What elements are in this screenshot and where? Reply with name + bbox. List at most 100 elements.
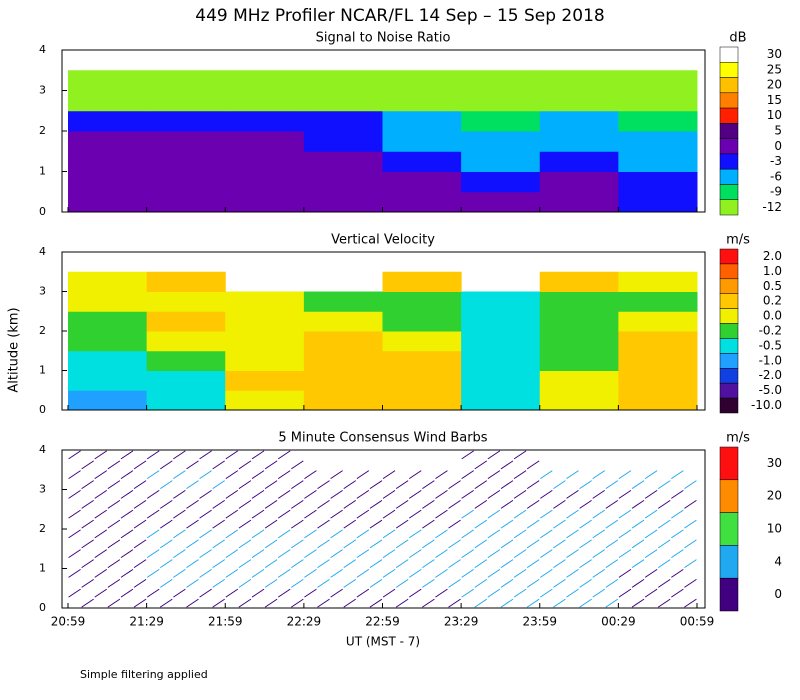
heatmap-cell bbox=[68, 70, 148, 91]
wind-barb bbox=[657, 499, 671, 509]
heatmap-cell bbox=[539, 110, 619, 132]
heatmap-cell bbox=[146, 271, 226, 292]
wind-barb bbox=[461, 509, 474, 519]
wind-barb bbox=[540, 529, 553, 539]
wind-barb bbox=[68, 549, 81, 559]
wind-barb bbox=[120, 450, 134, 460]
wind-barb bbox=[304, 549, 317, 559]
x-tick-label: 21:59 bbox=[208, 615, 243, 629]
wind-barb bbox=[173, 489, 186, 499]
wind-barb bbox=[500, 499, 514, 509]
colorbar-box bbox=[719, 153, 739, 170]
y-tick-label: 1 bbox=[39, 562, 46, 575]
wind-barb bbox=[212, 499, 225, 509]
wind-barb bbox=[186, 519, 199, 529]
wind-barb bbox=[369, 578, 383, 588]
wind-barb bbox=[540, 568, 553, 578]
heatmap-cell bbox=[68, 390, 148, 411]
wind-barb bbox=[566, 568, 579, 578]
wind-barb bbox=[317, 598, 330, 608]
wind-barb bbox=[579, 578, 592, 588]
colorbar-label: 2.0 bbox=[763, 249, 782, 263]
wind-barb bbox=[408, 509, 422, 519]
wind-barb bbox=[382, 470, 396, 480]
colorbar-box bbox=[719, 446, 739, 481]
wind-barb bbox=[422, 559, 435, 569]
wind-barb bbox=[540, 509, 553, 519]
wind-barb bbox=[408, 549, 422, 559]
heatmap-cell bbox=[146, 90, 226, 112]
heatmap-cell bbox=[539, 90, 619, 112]
heatmap-cell bbox=[618, 271, 698, 292]
colorbar-box bbox=[719, 107, 739, 124]
heatmap-cell bbox=[68, 151, 148, 172]
wind-barb bbox=[448, 598, 461, 608]
colorbar-label: -6 bbox=[770, 169, 782, 183]
wind-barb bbox=[644, 549, 658, 559]
wind-barb bbox=[671, 489, 684, 499]
wind-barb bbox=[238, 499, 252, 509]
wind-barb bbox=[199, 489, 212, 499]
wind-barb bbox=[277, 450, 291, 460]
heatmap-cell bbox=[303, 331, 383, 352]
heatmap-cell bbox=[461, 291, 541, 312]
wind-barb bbox=[212, 539, 225, 549]
wind-barb bbox=[644, 489, 658, 499]
wind-barb bbox=[343, 480, 357, 490]
heatmap-cell bbox=[225, 331, 305, 352]
heatmap-cell bbox=[461, 151, 541, 172]
wind-barb bbox=[684, 539, 697, 549]
wind-barb bbox=[173, 529, 186, 539]
colorbar-label: 0.0 bbox=[763, 309, 782, 323]
colorbar-box bbox=[719, 278, 739, 294]
heatmap-cell bbox=[225, 70, 305, 91]
wind-barb bbox=[264, 480, 278, 490]
wind-barb bbox=[671, 470, 684, 480]
wind-barb bbox=[461, 529, 474, 539]
wind-barb bbox=[513, 470, 527, 480]
wind-barb bbox=[291, 559, 304, 569]
wind-barb bbox=[461, 549, 474, 559]
wind-barb bbox=[553, 559, 566, 569]
wind-barb bbox=[160, 460, 173, 470]
wind-barb bbox=[277, 568, 291, 578]
chart-title: 449 MHz Profiler NCAR/FL 14 Sep – 15 Sep… bbox=[195, 6, 604, 26]
wind-barb bbox=[146, 529, 160, 539]
heatmap-cell bbox=[68, 110, 148, 132]
heatmap-cell bbox=[303, 110, 383, 132]
wind-barb bbox=[94, 529, 108, 539]
heatmap-cell bbox=[461, 110, 541, 132]
wind-barb bbox=[146, 489, 160, 499]
y-tick-label: 1 bbox=[39, 165, 46, 178]
heatmap-cell bbox=[68, 271, 148, 292]
wind-barb bbox=[408, 470, 422, 480]
wind-barb bbox=[500, 598, 514, 608]
colorbar-box bbox=[719, 479, 739, 513]
wind-barb bbox=[238, 578, 252, 588]
wind-barb bbox=[304, 529, 317, 539]
wind-barb bbox=[500, 578, 514, 588]
wind-barb bbox=[94, 489, 108, 499]
wind-barb bbox=[395, 499, 409, 509]
colorbar-box bbox=[719, 368, 739, 384]
wind-barb bbox=[513, 450, 527, 460]
wind-barb bbox=[330, 568, 343, 578]
heatmap-cell bbox=[146, 171, 226, 193]
wind-barb bbox=[343, 519, 357, 529]
wind-barb bbox=[291, 499, 304, 509]
wind-barb bbox=[160, 499, 173, 509]
heatmap-cell bbox=[382, 110, 462, 132]
heatmap-cell bbox=[461, 311, 541, 332]
wind-barb bbox=[68, 588, 81, 598]
heatmap-cell bbox=[68, 311, 148, 332]
wind-barb bbox=[605, 539, 619, 549]
wind-barb bbox=[618, 470, 632, 480]
wind-barb bbox=[435, 568, 448, 578]
colorbar-box bbox=[719, 577, 739, 612]
wind-barb bbox=[684, 499, 697, 509]
heatmap-cell bbox=[303, 70, 383, 91]
wind-barb bbox=[264, 519, 278, 529]
heatmap-cell bbox=[146, 191, 226, 213]
wind-barb bbox=[461, 588, 474, 598]
heatmap-cell bbox=[225, 110, 305, 132]
